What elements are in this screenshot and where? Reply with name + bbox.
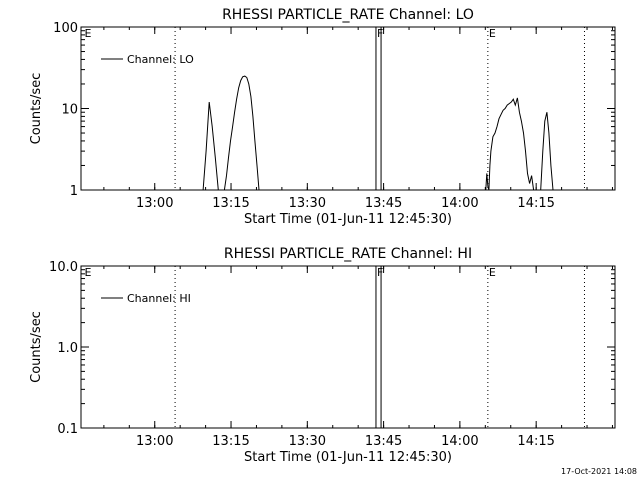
chart-title: RHESSI PARTICLE_RATE Channel: LO (222, 7, 474, 23)
legend-label: Channel: HI (127, 292, 191, 305)
y-tick-label: 10.0 (49, 260, 78, 275)
marker-label: F (377, 27, 383, 40)
x-axis-label: Start Time (01-Jun-11 12:45:30) (244, 212, 452, 227)
y-tick-label: 0.1 (57, 422, 78, 437)
marker-label: E (85, 27, 92, 40)
x-tick-label: 14:15 (517, 196, 554, 211)
y-axis-label: Counts/sec (29, 311, 44, 383)
legend-label: Channel: LO (127, 53, 194, 66)
marker-label: F (377, 266, 383, 279)
plot-frame (80, 265, 616, 429)
chart-title: RHESSI PARTICLE_RATE Channel: HI (224, 246, 472, 262)
x-tick-label: 13:45 (365, 196, 402, 211)
chart-panel-2: RHESSI PARTICLE_RATE Channel: HI Start Ti… (29, 246, 616, 465)
x-tick-label: 13:15 (212, 196, 249, 211)
x-tick-label: 13:15 (212, 434, 249, 449)
y-tick-label: 1 (70, 184, 78, 199)
series-line (485, 97, 554, 191)
x-tick-label: 13:00 (136, 434, 173, 449)
x-tick-label: 14:00 (441, 434, 478, 449)
y-tick-label: 10 (61, 103, 78, 118)
x-tick-label: 13:30 (289, 196, 326, 211)
x-tick-label: 13:45 (365, 434, 402, 449)
timestamp-label: 17-Oct-2021 14:08 (561, 467, 637, 476)
y-tick-label: 1.0 (57, 341, 78, 356)
x-tick-label: 13:00 (136, 196, 173, 211)
y-axis-label: Counts/sec (29, 73, 44, 145)
x-tick-label: 14:15 (517, 434, 554, 449)
marker-label: E (85, 266, 92, 279)
y-tick-label: 100 (53, 21, 78, 36)
marker-label: E (489, 27, 496, 40)
marker-label: E (489, 266, 496, 279)
chart-panel-1: RHESSI PARTICLE_RATE Channel: LO Start Ti… (29, 7, 616, 227)
series-line (202, 75, 260, 191)
x-tick-label: 13:30 (289, 434, 326, 449)
x-tick-label: 14:00 (441, 196, 478, 211)
x-axis-label: Start Time (01-Jun-11 12:45:30) (244, 450, 452, 465)
plot-frame (80, 26, 616, 191)
